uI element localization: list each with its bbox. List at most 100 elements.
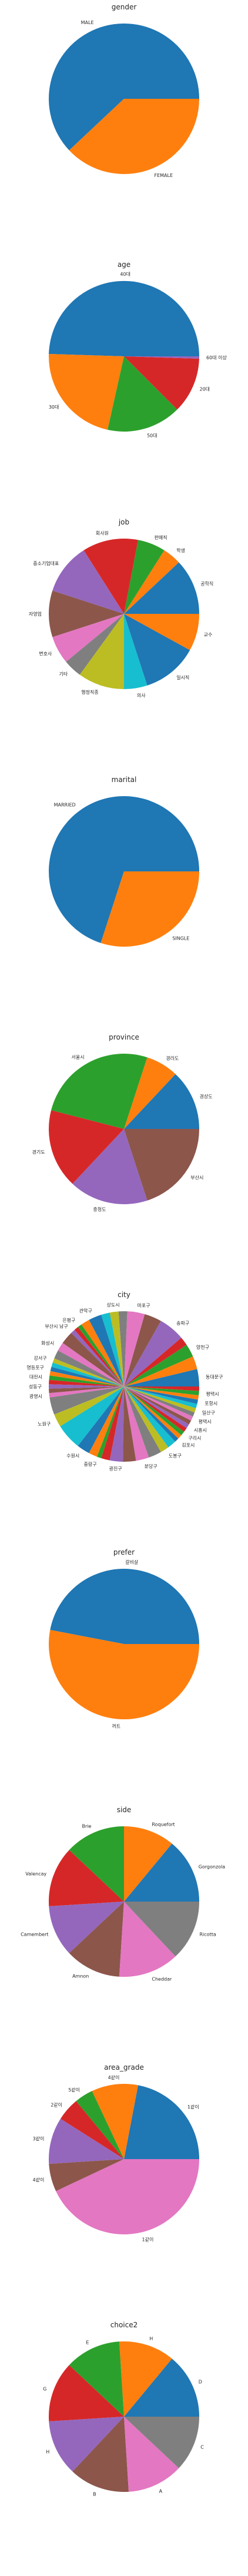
chart-title: choice2 xyxy=(110,2321,138,2329)
pie-slice xyxy=(49,1384,124,1389)
slice-label: Roquefort xyxy=(152,1822,175,1827)
pie-slice xyxy=(50,1366,124,1386)
slice-label: 동대문구 xyxy=(206,1375,223,1380)
pie-slice xyxy=(76,2091,124,2159)
pie-slice xyxy=(124,540,165,614)
pie-slice xyxy=(51,1053,148,1129)
slice-label: 평택시 xyxy=(199,1419,212,1425)
slice-label: 부산시 xyxy=(190,1174,203,1180)
slice-label: MARRIED xyxy=(54,803,76,808)
pie-slice xyxy=(109,1311,124,1386)
pie-slice xyxy=(124,562,199,614)
pie-slice xyxy=(69,99,199,175)
slice-label: 기타 xyxy=(59,671,68,677)
pie-slice xyxy=(124,1356,197,1386)
slice-label: 분당구 xyxy=(145,1464,157,1469)
slice-label: 공학직 xyxy=(200,581,213,587)
pie-slice xyxy=(97,1386,124,1458)
slice-label: 학생 xyxy=(176,547,185,553)
pie-slice xyxy=(124,1386,196,1413)
pie-slice xyxy=(56,2159,200,2235)
pie-slice xyxy=(89,1386,124,1457)
slice-label: 구리시 xyxy=(188,1436,201,1441)
slice-label: 꺼트 xyxy=(112,1723,120,1729)
pie-slice xyxy=(124,1386,185,1435)
pie-slice xyxy=(49,1902,124,1953)
slice-label: 관악구 xyxy=(79,1308,92,1314)
pie-slice xyxy=(124,550,179,614)
chart-title: province xyxy=(109,1033,139,1041)
pie-slice xyxy=(124,1074,199,1129)
chart-title: prefer xyxy=(113,1548,135,1556)
slice-label: 1같이 xyxy=(142,2237,154,2243)
chart-title: job xyxy=(118,518,129,526)
slice-label: 수원시 xyxy=(66,1454,79,1459)
slice-label: 변호사 xyxy=(39,650,52,656)
pie-slice xyxy=(124,1345,193,1386)
chart-title: side xyxy=(117,1806,132,1814)
slice-label: C xyxy=(200,2445,204,2450)
pie-slice xyxy=(48,24,199,151)
pie-slice xyxy=(124,2417,199,2468)
pie-slice xyxy=(119,2341,172,2417)
pie-slice xyxy=(92,2084,138,2159)
slice-label: 시흥시 xyxy=(194,1427,207,1433)
pie-slice xyxy=(49,280,200,356)
slice-label: 대전시 xyxy=(29,1374,42,1380)
slice-label: Cheddar xyxy=(152,1977,172,1982)
slice-label: 평택시 xyxy=(206,1391,219,1396)
pie-slice xyxy=(54,1350,124,1386)
pie-slice xyxy=(71,1329,124,1386)
pie-slice xyxy=(124,1314,161,1386)
pie-slice xyxy=(49,1630,200,1720)
slice-label: G xyxy=(43,2387,46,2392)
pie-slice xyxy=(54,1386,124,1426)
chart-title: city xyxy=(118,1291,130,1299)
pie-slice xyxy=(81,1319,124,1386)
pie-slice xyxy=(72,1129,148,1205)
pie-slice xyxy=(124,1386,199,1404)
slice-label: 4같이 xyxy=(33,2177,45,2183)
pie-slice xyxy=(49,796,199,943)
slice-label: Brie xyxy=(82,1824,91,1829)
pie-slice xyxy=(101,1386,124,1461)
slice-label: 일시직 xyxy=(176,674,189,680)
slice-label: 포항시 xyxy=(205,1401,217,1406)
slice-label: 2같이 xyxy=(51,2101,62,2107)
pie-slice xyxy=(124,1386,176,1448)
slice-label: 영등포구 xyxy=(26,1364,43,1370)
slice-label: 마포구 xyxy=(138,1303,150,1308)
pie-slice xyxy=(101,1312,124,1386)
slice-label: D xyxy=(199,2379,202,2384)
slice-label: 경라도 xyxy=(166,1055,179,1061)
pie-slice xyxy=(100,871,199,947)
pie-slice xyxy=(124,1386,199,1395)
pie-slice xyxy=(49,1386,124,1394)
pie-slice xyxy=(124,1902,199,1957)
pie-slice xyxy=(124,1843,199,1902)
slice-label: 20대 xyxy=(200,387,210,392)
pie-slice xyxy=(124,1311,145,1386)
pie-slice xyxy=(123,1386,136,1462)
pie-slice xyxy=(108,356,177,432)
slice-label: 판매직 xyxy=(155,534,167,540)
pie-slice xyxy=(124,1386,192,1425)
pie-slice xyxy=(72,2417,129,2493)
pie-slice xyxy=(124,614,148,689)
slice-label: 양천구 xyxy=(196,1344,209,1350)
slice-label: 은평구 xyxy=(62,1317,75,1323)
pie-slice xyxy=(124,1369,199,1386)
slice-label: 경기도 xyxy=(32,1149,45,1155)
slice-label: 회사원 xyxy=(96,531,109,536)
slice-label: Amnon xyxy=(72,1974,89,1979)
pie-slice xyxy=(124,614,190,686)
slice-label: SINGLE xyxy=(172,935,189,941)
slice-label: FEMALE xyxy=(155,173,173,178)
slice-label: 화성시 xyxy=(41,1341,54,1346)
pie-slice xyxy=(124,1386,169,1452)
pie-slice xyxy=(69,2341,124,2417)
